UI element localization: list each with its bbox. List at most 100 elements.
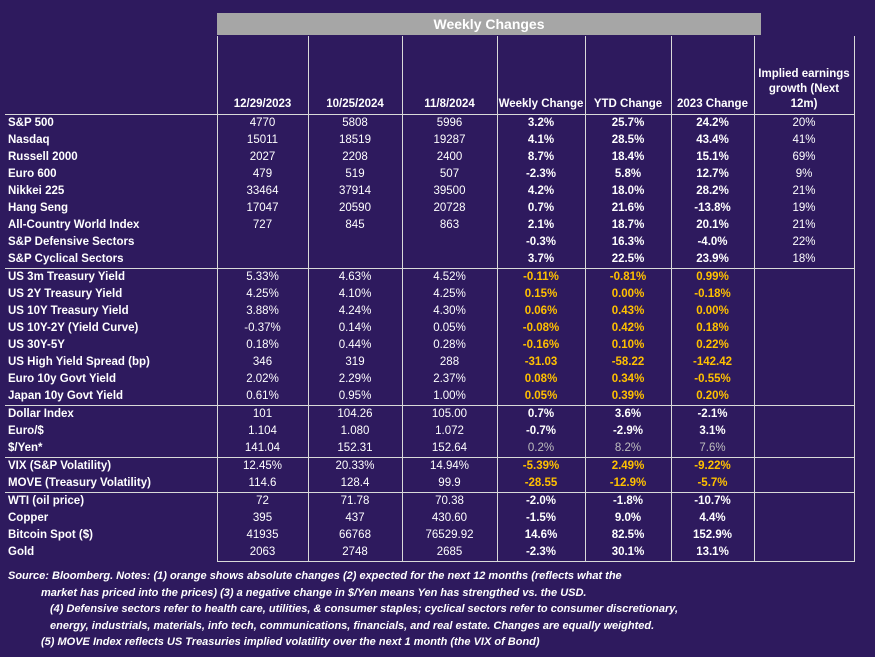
value-cell: 0.43% bbox=[584, 303, 671, 320]
value-cell: 3.1% bbox=[670, 423, 754, 440]
row-label: US High Yield Spread (bp) bbox=[8, 356, 150, 368]
table-row: Nasdaq 15011 18519 19287 4.1% 28.5% 43.4% 41% bbox=[5, 132, 855, 149]
column-header: Implied earnings growth (Next 12m) bbox=[753, 36, 855, 115]
value-cell: 76529.92 bbox=[401, 527, 497, 544]
value-cell: -2.0% bbox=[496, 492, 585, 510]
value-cell: 395 bbox=[216, 510, 308, 527]
table-row: Bitcoin Spot ($) 41935 66768 76529.92 14.6% 8… bbox=[5, 527, 855, 544]
value-cell: 0.06% bbox=[496, 303, 585, 320]
column-header: 10/25/2024 bbox=[307, 36, 402, 115]
value-cell: 37914 bbox=[307, 183, 402, 200]
value-cell: 14.6% bbox=[496, 527, 585, 544]
row-label: Hang Seng bbox=[8, 202, 69, 214]
footnote-line: market has priced into the prices) (3) a… bbox=[41, 586, 587, 599]
value-cell: 8.2% bbox=[584, 440, 671, 458]
value-cell: 25.7% bbox=[584, 114, 671, 132]
table-row: Russell 2000 2027 2208 2400 8.7% 18.4% 15.1% 69… bbox=[5, 149, 855, 166]
value-cell: -0.11% bbox=[496, 268, 585, 286]
value-cell: 9.0% bbox=[584, 510, 671, 527]
value-cell bbox=[753, 544, 855, 562]
value-cell: 0.22% bbox=[670, 337, 754, 354]
value-cell: -0.7% bbox=[496, 423, 585, 440]
value-cell: 24.2% bbox=[670, 114, 754, 132]
value-cell: 0.10% bbox=[584, 337, 671, 354]
value-cell: 727 bbox=[216, 217, 308, 234]
footnote-line: (4) Defensive sectors refer to health ca… bbox=[50, 603, 679, 615]
value-cell: 39500 bbox=[401, 183, 497, 200]
table-row: Dollar Index 101 104.26 105.00 0.7% 3.6% -2.1% bbox=[5, 405, 855, 423]
value-cell: 70.38 bbox=[401, 492, 497, 510]
value-cell: -1.8% bbox=[584, 492, 671, 510]
table-row: All-Country World Index 727 845 863 2.1% 18.7… bbox=[5, 217, 855, 234]
value-cell: 105.00 bbox=[401, 405, 497, 423]
value-cell bbox=[753, 268, 855, 286]
table-row: $/Yen* 141.04 152.31 152.64 0.2% 8.2% 7.6% bbox=[5, 440, 855, 458]
value-cell: -0.37% bbox=[216, 320, 308, 337]
value-cell bbox=[753, 475, 855, 493]
value-cell: 2.02% bbox=[216, 371, 308, 388]
row-label: Nikkei 225 bbox=[8, 185, 65, 197]
value-cell: 507 bbox=[401, 166, 497, 183]
table-row: Euro 600 479 519 507 -2.3% 5.8% 12.7% 9% bbox=[5, 166, 855, 183]
value-cell: 71.78 bbox=[307, 492, 402, 510]
value-cell bbox=[753, 457, 855, 475]
value-cell: 0.05% bbox=[401, 320, 497, 337]
value-cell: 863 bbox=[401, 217, 497, 234]
row-label: Bitcoin Spot ($) bbox=[8, 529, 93, 541]
value-cell: 3.88% bbox=[216, 303, 308, 320]
value-cell: -0.16% bbox=[496, 337, 585, 354]
row-label: Euro 10y Govt Yield bbox=[8, 373, 117, 385]
value-cell: -1.5% bbox=[496, 510, 585, 527]
row-label: Euro/$ bbox=[8, 425, 44, 437]
table-row: Hang Seng 17047 20590 20728 0.7% 21.6% -13.8% 1… bbox=[5, 200, 855, 217]
value-cell: 4.52% bbox=[401, 268, 497, 286]
value-cell: 2400 bbox=[401, 149, 497, 166]
value-cell: 12.7% bbox=[670, 166, 754, 183]
row-label: Nasdaq bbox=[8, 134, 50, 146]
value-cell bbox=[753, 492, 855, 510]
value-cell: 2063 bbox=[216, 544, 308, 562]
value-cell: 5996 bbox=[401, 114, 497, 132]
row-label: US 2Y Treasury Yield bbox=[8, 288, 123, 300]
value-cell: -31.03 bbox=[496, 354, 585, 371]
value-cell: 23.9% bbox=[670, 251, 754, 269]
value-cell: 1.00% bbox=[401, 388, 497, 406]
value-cell: 0.7% bbox=[496, 200, 585, 217]
value-cell: 0.7% bbox=[496, 405, 585, 423]
row-label: Dollar Index bbox=[5, 405, 217, 423]
value-cell: 0.42% bbox=[584, 320, 671, 337]
value-cell: -2.9% bbox=[584, 423, 671, 440]
value-cell: 3.6% bbox=[584, 405, 671, 423]
value-cell: 0.61% bbox=[216, 388, 308, 406]
weekly-changes-table: 12/29/2023 10/25/2024 11/8/2024 Weekly C… bbox=[5, 36, 855, 562]
value-cell: -4.0% bbox=[670, 234, 754, 251]
table-row: US 10Y-2Y (Yield Curve) -0.37% 0.14% 0.05% -… bbox=[5, 320, 855, 337]
value-cell bbox=[753, 510, 855, 527]
row-label: US 30Y-5Y bbox=[8, 339, 65, 351]
value-cell: 18.0% bbox=[584, 183, 671, 200]
value-cell: 2748 bbox=[307, 544, 402, 562]
row-label: Copper bbox=[8, 512, 49, 524]
value-cell: 4.25% bbox=[401, 286, 497, 303]
footnote-line: energy, industrials, materials, info tec… bbox=[50, 619, 655, 632]
value-cell bbox=[753, 527, 855, 544]
value-cell: 18% bbox=[753, 251, 855, 269]
value-cell: 7.6% bbox=[670, 440, 754, 458]
value-cell bbox=[753, 354, 855, 371]
value-cell: 20% bbox=[753, 114, 855, 132]
value-cell: 3.7% bbox=[496, 251, 585, 269]
value-cell: 72 bbox=[216, 492, 308, 510]
value-cell: 66768 bbox=[307, 527, 402, 544]
row-label: Euro 600 bbox=[8, 168, 57, 180]
value-cell: 2.1% bbox=[496, 217, 585, 234]
value-cell: 152.31 bbox=[307, 440, 402, 458]
value-cell bbox=[753, 423, 855, 440]
value-cell: 288 bbox=[401, 354, 497, 371]
value-cell bbox=[307, 234, 402, 251]
value-cell: 20.1% bbox=[670, 217, 754, 234]
value-cell: -58.22 bbox=[584, 354, 671, 371]
value-cell: -9.22% bbox=[670, 457, 754, 475]
value-cell: 0.14% bbox=[307, 320, 402, 337]
table-row: US High Yield Spread (bp) 346 319 288 -31.03… bbox=[5, 354, 855, 371]
value-cell: 1.080 bbox=[307, 423, 402, 440]
